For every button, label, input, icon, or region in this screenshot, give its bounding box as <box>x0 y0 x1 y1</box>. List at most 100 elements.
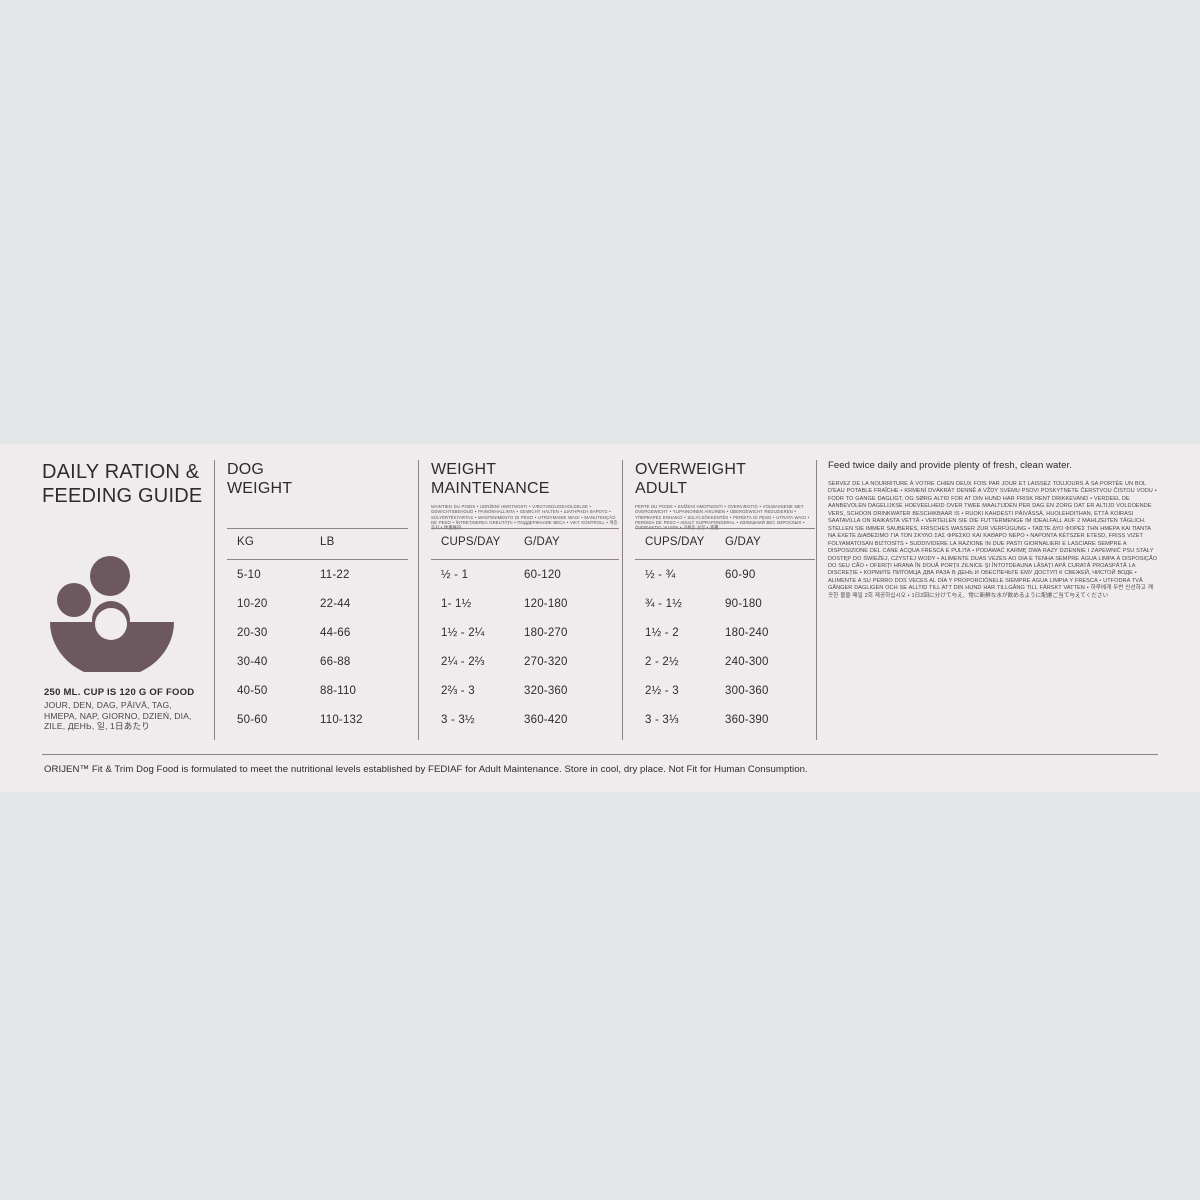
weight-maintenance-cups-4: 2¼ - 2⅔ <box>441 656 485 668</box>
weight-maintenance-heading-line1: WEIGHT <box>431 461 497 478</box>
weight-maintenance-heading-line2: MAINTENANCE <box>431 480 550 497</box>
dog-weight-kg-5: 40-50 <box>237 685 268 697</box>
dog-weight-lb-2: 22-44 <box>320 598 351 610</box>
dog-weight-subhead-rule-bottom <box>227 559 408 560</box>
column-divider-3 <box>622 460 623 740</box>
weight-maintenance-column: WEIGHT MAINTENANCE MAINTIEN DU POIDS • U… <box>431 444 626 749</box>
dog-weight-column: DOG WEIGHT KG LB 5-10 11-22 10-20 22-44 <box>227 444 422 749</box>
overweight-adult-translations: PERTE DU POIDS • SNÍŽENÍ HMOTNOSTI • OVE… <box>635 504 810 530</box>
dog-weight-subheader-row: KG LB <box>227 536 422 548</box>
cup-translations-line2: HMEPA, NAP, GIORNO, DZIEŃ, DIA, <box>44 710 192 721</box>
weight-maintenance-translations: MAINTIEN DU POIDS • UDRŽENÍ HMOTNOSTI • … <box>431 504 618 530</box>
overweight-adult-cups-6: 3 - 3⅓ <box>645 714 679 726</box>
dog-weight-kg-3: 20-30 <box>237 627 268 639</box>
table-row: 1½ - 2 180-240 <box>635 627 820 639</box>
overweight-adult-cups-5: 2½ - 3 <box>645 685 679 697</box>
dog-weight-heading-line1: DOG <box>227 461 265 478</box>
overweight-adult-cups-1: ½ - ¾ <box>645 569 676 581</box>
weight-maintenance-cups-3: 1½ - 2¼ <box>441 627 485 639</box>
table-row: 1½ - 2¼ 180-270 <box>431 627 626 639</box>
overweight-adult-grams-5: 300-360 <box>725 685 769 697</box>
column-divider-1 <box>214 460 215 740</box>
guide-columns: DAILY RATION & FEEDING GUIDE 250 ML. CUP… <box>0 444 1200 749</box>
page-title-line1: DAILY RATION & <box>42 461 200 483</box>
cup-conversion-note: 250 ML. CUP IS 120 G OF FOOD <box>44 687 195 698</box>
column-divider-2 <box>418 460 419 740</box>
footer-disclaimer: ORIJEN™ Fit & Trim Dog Food is formulate… <box>44 764 808 775</box>
dog-weight-subheader-kg: KG <box>237 536 255 548</box>
column-divider-4 <box>816 460 817 740</box>
weight-maintenance-cups-6: 3 - 3½ <box>441 714 475 726</box>
table-row: ¾ - 1½ 90-180 <box>635 598 820 610</box>
overweight-adult-grams-6: 360-390 <box>725 714 769 726</box>
weight-maintenance-grams-5: 320-360 <box>524 685 568 697</box>
overweight-adult-grams-3: 180-240 <box>725 627 769 639</box>
overweight-adult-cups-2: ¾ - 1½ <box>645 598 682 610</box>
overweight-adult-subheader-grams: G/DAY <box>725 536 761 548</box>
table-row: 30-40 66-88 <box>227 656 422 668</box>
feeding-note-headline: Feed twice daily and provide plenty of f… <box>828 460 1072 471</box>
cup-translations-line1: JOUR, DEN, DAG, PÄIVÄ, TAG, <box>44 700 172 710</box>
table-row: 10-20 22-44 <box>227 598 422 610</box>
dog-weight-heading: DOG WEIGHT <box>227 460 422 498</box>
dog-weight-lb-5: 88-110 <box>320 685 357 697</box>
table-row: ½ - 1 60-120 <box>431 569 626 581</box>
dog-weight-lb-6: 110-132 <box>320 714 363 726</box>
page-title: DAILY RATION & FEEDING GUIDE <box>42 460 212 508</box>
branding-column: DAILY RATION & FEEDING GUIDE 250 ML. CUP… <box>42 444 212 749</box>
overweight-adult-grams-1: 60-90 <box>725 569 756 581</box>
dog-weight-lb-4: 66-88 <box>320 656 351 668</box>
footer-divider <box>42 754 1158 755</box>
overweight-adult-cups-4: 2 - 2½ <box>645 656 679 668</box>
overweight-adult-column: OVERWEIGHT ADULT PERTE DU POIDS • SNÍŽEN… <box>635 444 820 749</box>
table-row: 20-30 44-66 <box>227 627 422 639</box>
overweight-adult-grams-4: 240-300 <box>725 656 769 668</box>
table-row: 2⅔ - 3 320-360 <box>431 685 626 697</box>
weight-maintenance-subheader-row: CUPS/DAY G/DAY <box>431 536 626 548</box>
weight-maintenance-grams-6: 360-420 <box>524 714 568 726</box>
overweight-adult-heading: OVERWEIGHT ADULT <box>635 460 820 498</box>
dog-weight-lb-3: 44-66 <box>320 627 351 639</box>
dog-weight-subheader-lb: LB <box>320 536 335 548</box>
weight-maintenance-cups-2: 1- 1½ <box>441 598 472 610</box>
table-row: 40-50 88-110 <box>227 685 422 697</box>
dog-weight-kg-1: 5-10 <box>237 569 261 581</box>
dog-weight-kg-6: 50-60 <box>237 714 268 726</box>
overweight-adult-subheader-row: CUPS/DAY G/DAY <box>635 536 820 548</box>
weight-maintenance-grams-3: 180-270 <box>524 627 568 639</box>
dog-bowl-icon <box>48 554 176 672</box>
feeding-note-translations: SERVEZ DE LA NOURRITURE À VOTRE CHIEN DE… <box>828 481 1158 599</box>
weight-maintenance-grams-2: 120-180 <box>524 598 568 610</box>
overweight-adult-grams-2: 90-180 <box>725 598 763 610</box>
weight-maintenance-subheader-grams: G/DAY <box>524 536 560 548</box>
overweight-adult-subheader-cups: CUPS/DAY <box>645 536 705 548</box>
table-row: 1- 1½ 120-180 <box>431 598 626 610</box>
dog-weight-heading-line2: WEIGHT <box>227 480 293 497</box>
weight-maintenance-heading: WEIGHT MAINTENANCE <box>431 460 626 498</box>
dog-weight-kg-2: 10-20 <box>237 598 268 610</box>
weight-maintenance-grams-4: 270-320 <box>524 656 568 668</box>
overweight-adult-heading-line1: OVERWEIGHT <box>635 461 747 478</box>
weight-maintenance-subheader-cups: CUPS/DAY <box>441 536 501 548</box>
weight-maintenance-subhead-rule-top <box>431 528 619 529</box>
feeding-note-block: Feed twice daily and provide plenty of f… <box>828 460 1158 600</box>
dog-weight-subhead-rule-top <box>227 528 408 529</box>
cup-translations-line3: ZILE, ДЕНЬ, 일, 1日あたり <box>44 721 150 732</box>
cup-note-translations: JOUR, DEN, DAG, PÄIVÄ, TAG, HMEPA, NAP, … <box>44 700 220 732</box>
table-row: 2½ - 3 300-360 <box>635 685 820 697</box>
weight-maintenance-cups-1: ½ - 1 <box>441 569 469 581</box>
dog-weight-kg-4: 30-40 <box>237 656 268 668</box>
table-row: 2¼ - 2⅔ 270-320 <box>431 656 626 668</box>
table-row: 3 - 3½ 360-420 <box>431 714 626 726</box>
weight-maintenance-grams-1: 60-120 <box>524 569 562 581</box>
dog-weight-lb-1: 11-22 <box>320 569 350 581</box>
overweight-adult-cups-3: 1½ - 2 <box>645 627 679 639</box>
weight-maintenance-cups-5: 2⅔ - 3 <box>441 685 475 697</box>
overweight-adult-subhead-rule-bottom <box>635 559 815 560</box>
table-row: ½ - ¾ 60-90 <box>635 569 820 581</box>
overweight-adult-heading-line2: ADULT <box>635 480 688 497</box>
table-row: 3 - 3⅓ 360-390 <box>635 714 820 726</box>
weight-maintenance-subhead-rule-bottom <box>431 559 619 560</box>
table-row: 50-60 110-132 <box>227 714 422 726</box>
